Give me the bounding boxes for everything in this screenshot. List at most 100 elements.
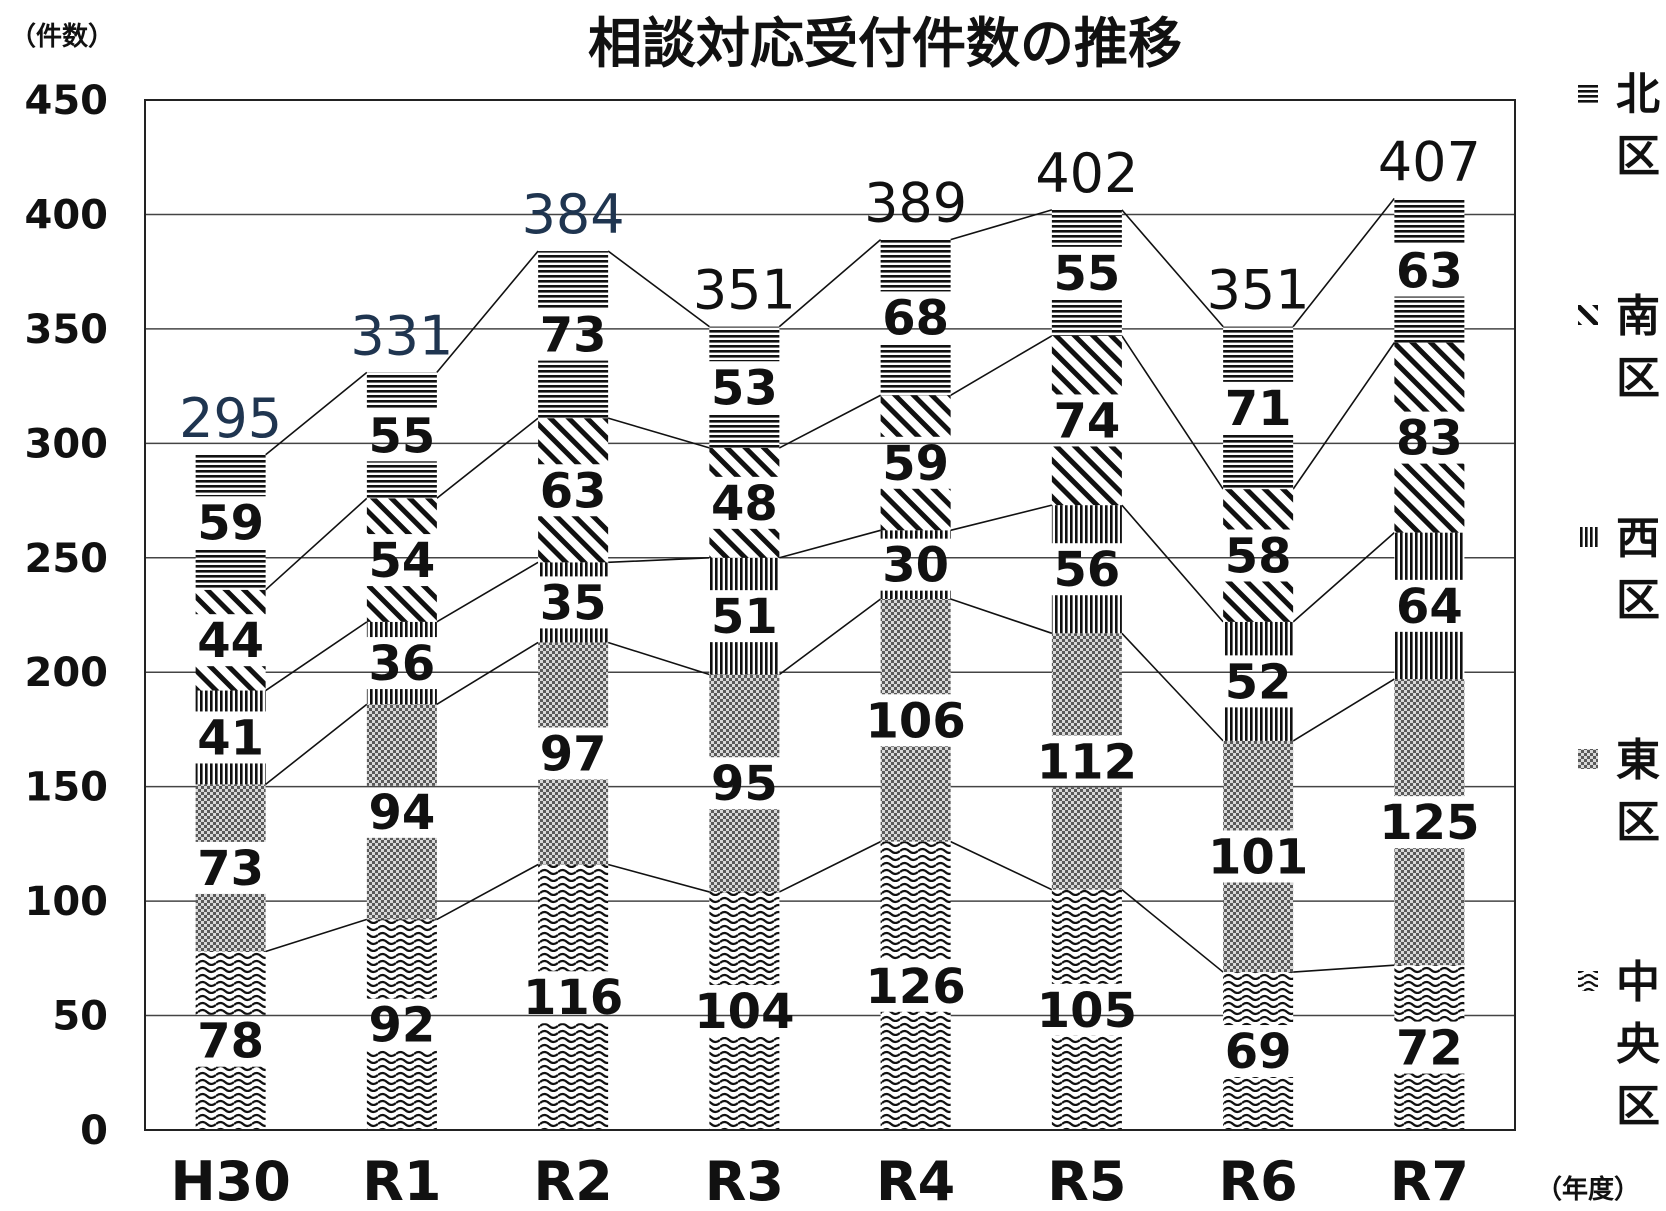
series-connector-line bbox=[265, 504, 1395, 692]
bar-value-label: 54 bbox=[368, 533, 435, 589]
bar-segment bbox=[880, 239, 951, 292]
bar-segment bbox=[1394, 463, 1465, 533]
bar-segment bbox=[709, 642, 780, 675]
y-tick-label: 350 bbox=[25, 307, 109, 353]
bar-value-label: 92 bbox=[368, 998, 435, 1054]
bar-segment bbox=[538, 1023, 609, 1130]
legend-label: 西区 bbox=[1616, 513, 1660, 626]
bar-segment bbox=[195, 763, 266, 785]
bar-segment bbox=[880, 598, 951, 695]
series-connector-line bbox=[265, 197, 1396, 456]
x-axis-label: （年度） bbox=[1536, 1174, 1640, 1205]
legend-label: 中央区 bbox=[1616, 957, 1661, 1132]
bar-segment bbox=[1051, 1035, 1122, 1130]
bar-value-label: 95 bbox=[711, 756, 778, 812]
bar-segment bbox=[1223, 707, 1294, 741]
bar-value-label: 56 bbox=[1053, 542, 1120, 598]
bar-segment bbox=[538, 418, 609, 465]
bar-total-label: 331 bbox=[350, 304, 453, 367]
bar-value-label: 36 bbox=[368, 636, 435, 692]
bar-segment bbox=[709, 809, 780, 892]
bar-value-label: 104 bbox=[694, 984, 794, 1040]
bar-segment bbox=[1394, 1073, 1465, 1130]
y-tick-label: 300 bbox=[25, 421, 109, 467]
bar-value-label: 58 bbox=[1225, 528, 1292, 584]
bar-value-label: 74 bbox=[1053, 393, 1120, 449]
bar-segment bbox=[709, 557, 780, 591]
bar-total-label: 351 bbox=[693, 259, 796, 322]
y-tick-label: 50 bbox=[52, 994, 108, 1040]
bar-segment bbox=[880, 746, 951, 842]
bar-total-label: 295 bbox=[179, 387, 282, 450]
bar-segment bbox=[880, 343, 951, 396]
bar-segment bbox=[1394, 532, 1465, 580]
bar-segment bbox=[709, 1036, 780, 1130]
bar-value-label: 116 bbox=[523, 970, 623, 1026]
bar-value-label: 55 bbox=[368, 408, 435, 464]
bar-segment bbox=[366, 621, 437, 638]
bar-value-label: 52 bbox=[1225, 654, 1292, 710]
y-tick-label: 450 bbox=[25, 78, 109, 124]
bar-segment bbox=[1223, 326, 1294, 382]
bar-segment bbox=[709, 891, 780, 985]
bar-segment bbox=[538, 251, 609, 309]
bar-value-label: 59 bbox=[197, 495, 264, 551]
bar-value-label: 59 bbox=[882, 436, 949, 492]
bar-segment bbox=[709, 447, 780, 477]
bar-segment bbox=[1051, 446, 1122, 506]
bar-segment bbox=[538, 516, 609, 563]
bar-value-label: 55 bbox=[1053, 246, 1120, 302]
bar-value-label: 71 bbox=[1225, 381, 1292, 437]
y-tick-label: 0 bbox=[80, 1108, 108, 1154]
bar-total-label: 389 bbox=[864, 172, 967, 235]
bar-segment bbox=[1051, 505, 1122, 544]
bar-segment bbox=[195, 1066, 266, 1130]
y-tick-label: 250 bbox=[25, 536, 109, 582]
bar-segment bbox=[1223, 581, 1294, 622]
bar-value-label: 51 bbox=[711, 589, 778, 645]
bar-segment bbox=[1394, 342, 1465, 412]
bar-segment bbox=[1223, 882, 1294, 973]
bar-segment bbox=[538, 628, 609, 643]
bar-segment bbox=[1051, 787, 1122, 890]
bar-segment bbox=[538, 864, 609, 972]
y-axis-label: （件数） bbox=[10, 22, 114, 52]
legend-label: 北区 bbox=[1616, 69, 1660, 182]
bar-segment bbox=[366, 498, 437, 535]
y-axis-ticks: 0 50 100 150 200 250 300 350 400 450 bbox=[25, 78, 109, 1154]
bar-segment bbox=[1223, 1077, 1294, 1130]
bar-segment bbox=[195, 951, 266, 1015]
y-tick-label: 100 bbox=[25, 879, 109, 925]
x-tick-label: R1 bbox=[362, 1150, 441, 1211]
y-tick-label: 400 bbox=[25, 192, 109, 238]
x-tick-label: R6 bbox=[1219, 1150, 1298, 1211]
bar-value-label: 41 bbox=[197, 710, 264, 766]
bar-segment bbox=[1223, 621, 1294, 656]
bar-segment bbox=[195, 690, 266, 712]
bar-value-label: 53 bbox=[711, 360, 778, 416]
bar-segment bbox=[366, 372, 437, 410]
bar-segment bbox=[1051, 298, 1122, 336]
bar-value-label: 112 bbox=[1037, 734, 1137, 790]
bar-segment bbox=[366, 689, 437, 705]
bar-value-label: 125 bbox=[1379, 795, 1479, 851]
x-tick-label: R4 bbox=[876, 1150, 955, 1211]
x-tick-label: H30 bbox=[170, 1150, 290, 1211]
bar-segment bbox=[366, 586, 437, 622]
bars bbox=[195, 198, 1465, 1130]
bar-segment bbox=[195, 548, 266, 590]
bar-segment bbox=[709, 528, 780, 558]
bar-segment bbox=[1051, 209, 1122, 247]
x-axis-ticks: H30 R1 R2 R3 R4 R5 R6 R7 bbox=[170, 1150, 1469, 1211]
bar-value-label: 35 bbox=[540, 575, 607, 631]
series-connector-line bbox=[265, 335, 1396, 591]
bar-value-label: 72 bbox=[1396, 1021, 1463, 1077]
y-tick-label: 200 bbox=[25, 650, 109, 696]
bar-segment bbox=[366, 837, 437, 920]
bar-segment bbox=[1051, 335, 1122, 395]
bar-segment bbox=[538, 642, 609, 728]
bar-value-label: 83 bbox=[1396, 411, 1463, 467]
bar-value-label: 101 bbox=[1208, 829, 1308, 885]
